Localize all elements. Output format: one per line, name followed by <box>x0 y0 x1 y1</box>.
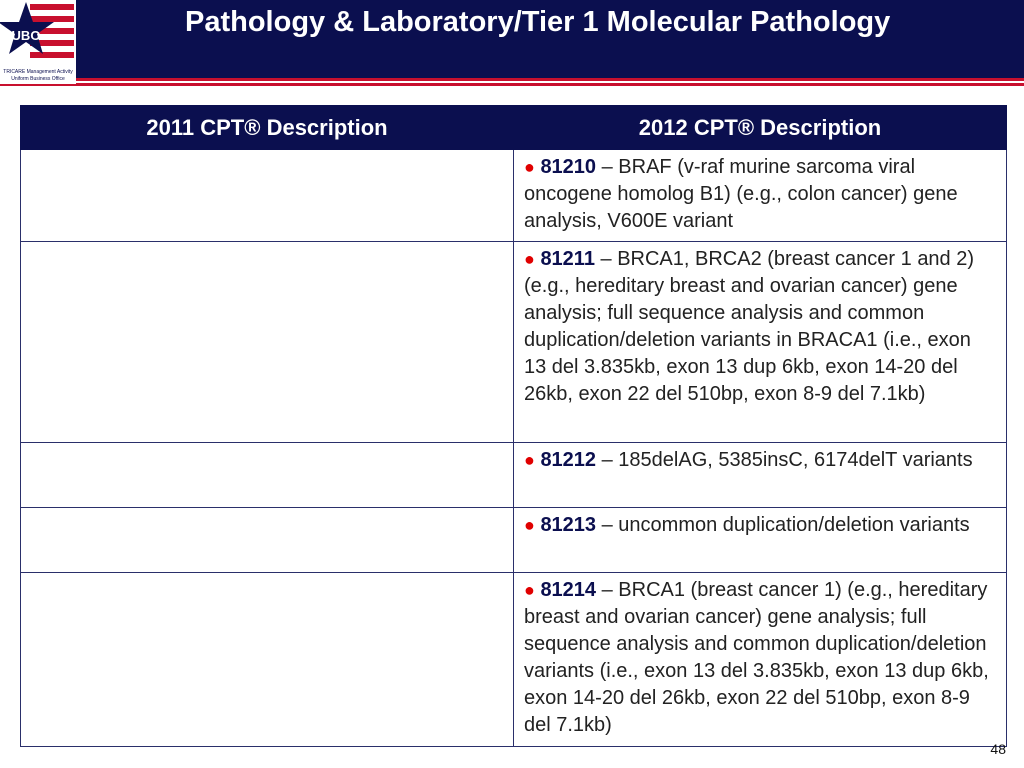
cpt-table: 2011 CPT® Description 2012 CPT® Descript… <box>20 105 1007 747</box>
column-header: 2012 CPT® Description <box>513 105 1007 150</box>
header-stripes <box>0 78 1024 88</box>
table-row: ● 81211 – BRCA1, BRCA2 (breast cancer 1 … <box>20 241 1007 443</box>
cell-2011 <box>20 442 514 508</box>
column-header: 2011 CPT® Description <box>20 105 514 150</box>
cell-2012: ● 81210 – BRAF (v-raf murine sarcoma vir… <box>513 149 1007 242</box>
cell-2012: ● 81214 – BRCA1 (breast cancer 1) (e.g.,… <box>513 572 1007 747</box>
cpt-description: – BRCA1, BRCA2 (breast cancer 1 and 2) (… <box>524 248 975 405</box>
bullet: ● <box>524 580 535 600</box>
cell-2012: ● 81211 – BRCA1, BRCA2 (breast cancer 1 … <box>513 241 1007 443</box>
cell-2012: ● 81213 – uncommon duplication/deletion … <box>513 507 1007 573</box>
table-row: ● 81214 – BRCA1 (breast cancer 1) (e.g.,… <box>20 572 1007 747</box>
bullet: ● <box>524 157 535 177</box>
cpt-code: 81213 <box>540 514 597 536</box>
cell-2011 <box>20 507 514 573</box>
slide-title: Pathology & Laboratory/Tier 1 Molecular … <box>185 6 891 38</box>
logo: UBO TRICARE Management Activity Uniform … <box>0 0 76 84</box>
logo-graphic: UBO TRICARE Management Activity Uniform … <box>0 0 76 82</box>
header-band <box>0 0 1024 78</box>
cpt-description: – 185delAG, 5385insC, 6174delT variants <box>601 449 973 471</box>
cell-2012: ● 81212 – 185delAG, 5385insC, 6174delT v… <box>513 442 1007 508</box>
cpt-code: 81214 <box>540 579 597 601</box>
table-row: ● 81210 – BRAF (v-raf murine sarcoma vir… <box>20 149 1007 242</box>
table-row: ● 81213 – uncommon duplication/deletion … <box>20 507 1007 573</box>
logo-caption: Uniform Business Office <box>11 76 65 82</box>
table-row: ● 81212 – 185delAG, 5385insC, 6174delT v… <box>20 442 1007 508</box>
cell-2011 <box>20 149 514 242</box>
bullet: ● <box>524 450 535 470</box>
page-number: 48 <box>990 741 1006 757</box>
bullet: ● <box>524 249 535 269</box>
cpt-description: – BRAF (v-raf murine sarcoma viral oncog… <box>524 156 958 232</box>
cpt-code: 81210 <box>540 156 597 178</box>
cpt-code: 81211 <box>540 248 595 270</box>
logo-text: UBO <box>12 28 41 43</box>
cpt-description: – uncommon duplication/deletion variants <box>601 514 970 536</box>
bullet: ● <box>524 515 535 535</box>
cell-2011 <box>20 572 514 747</box>
logo-caption: TRICARE Management Activity <box>3 69 73 75</box>
cpt-description: – BRCA1 (breast cancer 1) (e.g., heredit… <box>524 579 989 736</box>
cpt-code: 81212 <box>540 449 597 471</box>
cell-2011 <box>20 241 514 443</box>
